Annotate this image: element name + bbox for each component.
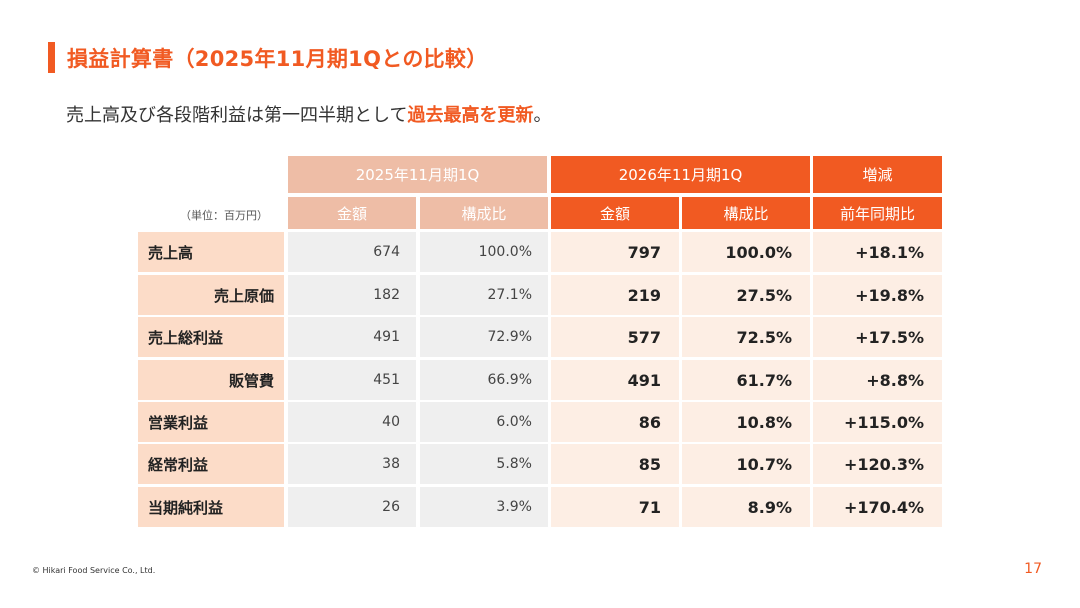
- prev-amount-cell: 491: [288, 317, 416, 357]
- subheader-yoy: 前年同期比: [813, 197, 942, 229]
- prev-ratio-cell: 3.9%: [420, 487, 548, 527]
- subheader-prev-ratio: 構成比: [420, 197, 548, 229]
- prev-amount-cell: 451: [288, 360, 416, 400]
- curr-ratio-cell: 8.9%: [682, 487, 810, 527]
- row-label: 売上原価: [138, 275, 284, 315]
- table-row: 売上高 674 100.0% 797 100.0% +18.1%: [138, 232, 942, 272]
- curr-amount-cell: 85: [551, 444, 679, 484]
- subtitle-prefix: 売上高及び各段階利益は第一四半期として: [66, 105, 408, 126]
- table-row: 経常利益 38 5.8% 85 10.7% +120.3%: [138, 444, 942, 484]
- curr-ratio-cell: 27.5%: [682, 275, 810, 315]
- header-change: 増減: [813, 156, 942, 193]
- prev-ratio-cell: 66.9%: [420, 360, 548, 400]
- prev-ratio-cell: 72.9%: [420, 317, 548, 357]
- yoy-cell: +19.8%: [813, 275, 942, 315]
- yoy-cell: +18.1%: [813, 232, 942, 272]
- title-accent-bar: [48, 42, 55, 73]
- page-number: 17: [1024, 561, 1042, 577]
- curr-amount-cell: 219: [551, 275, 679, 315]
- curr-ratio-cell: 61.7%: [682, 360, 810, 400]
- unit-label: （単位：百万円）: [180, 209, 268, 222]
- prev-amount-cell: 182: [288, 275, 416, 315]
- header-curr-period: 2026年11月期1Q: [551, 156, 810, 193]
- table-row: 売上原価 182 27.1% 219 27.5% +19.8%: [138, 275, 942, 315]
- subheader-prev-amount: 金額: [288, 197, 416, 229]
- row-label: 販管費: [138, 360, 284, 400]
- prev-amount-cell: 674: [288, 232, 416, 272]
- row-label: 営業利益: [138, 402, 284, 442]
- subtitle-highlight: 過去最高を更新: [407, 105, 534, 126]
- yoy-cell: +8.8%: [813, 360, 942, 400]
- yoy-cell: +17.5%: [813, 317, 942, 357]
- prev-ratio-cell: 27.1%: [420, 275, 548, 315]
- copyright-footer: © Hikari Food Service Co., Ltd.: [32, 566, 156, 575]
- subheader-curr-amount: 金額: [551, 197, 679, 229]
- yoy-cell: +170.4%: [813, 487, 942, 527]
- page-title: 損益計算書（2025年11月期1Qとの比較）: [67, 47, 488, 71]
- curr-amount-cell: 797: [551, 232, 679, 272]
- subheader-curr-ratio: 構成比: [682, 197, 810, 229]
- table-row: 販管費 451 66.9% 491 61.7% +8.8%: [138, 360, 942, 400]
- prev-ratio-cell: 5.8%: [420, 444, 548, 484]
- curr-ratio-cell: 72.5%: [682, 317, 810, 357]
- curr-ratio-cell: 100.0%: [682, 232, 810, 272]
- curr-ratio-cell: 10.7%: [682, 444, 810, 484]
- prev-ratio-cell: 100.0%: [420, 232, 548, 272]
- prev-amount-cell: 38: [288, 444, 416, 484]
- table-row: 売上総利益 491 72.9% 577 72.5% +17.5%: [138, 317, 942, 357]
- row-label: 当期純利益: [138, 487, 284, 527]
- yoy-cell: +115.0%: [813, 402, 942, 442]
- subtitle-suffix: 。: [533, 105, 552, 126]
- curr-amount-cell: 577: [551, 317, 679, 357]
- curr-amount-cell: 491: [551, 360, 679, 400]
- subtitle: 売上高及び各段階利益は第一四半期として過去最高を更新。: [66, 101, 551, 127]
- yoy-cell: +120.3%: [813, 444, 942, 484]
- header-prev-period: 2025年11月期1Q: [288, 156, 547, 193]
- curr-amount-cell: 71: [551, 487, 679, 527]
- table-row: 営業利益 40 6.0% 86 10.8% +115.0%: [138, 402, 942, 442]
- row-label: 経常利益: [138, 444, 284, 484]
- curr-amount-cell: 86: [551, 402, 679, 442]
- prev-amount-cell: 40: [288, 402, 416, 442]
- row-label: 売上高: [138, 232, 284, 272]
- row-label: 売上総利益: [138, 317, 284, 357]
- prev-amount-cell: 26: [288, 487, 416, 527]
- table-row: 当期純利益 26 3.9% 71 8.9% +170.4%: [138, 487, 942, 527]
- curr-ratio-cell: 10.8%: [682, 402, 810, 442]
- prev-ratio-cell: 6.0%: [420, 402, 548, 442]
